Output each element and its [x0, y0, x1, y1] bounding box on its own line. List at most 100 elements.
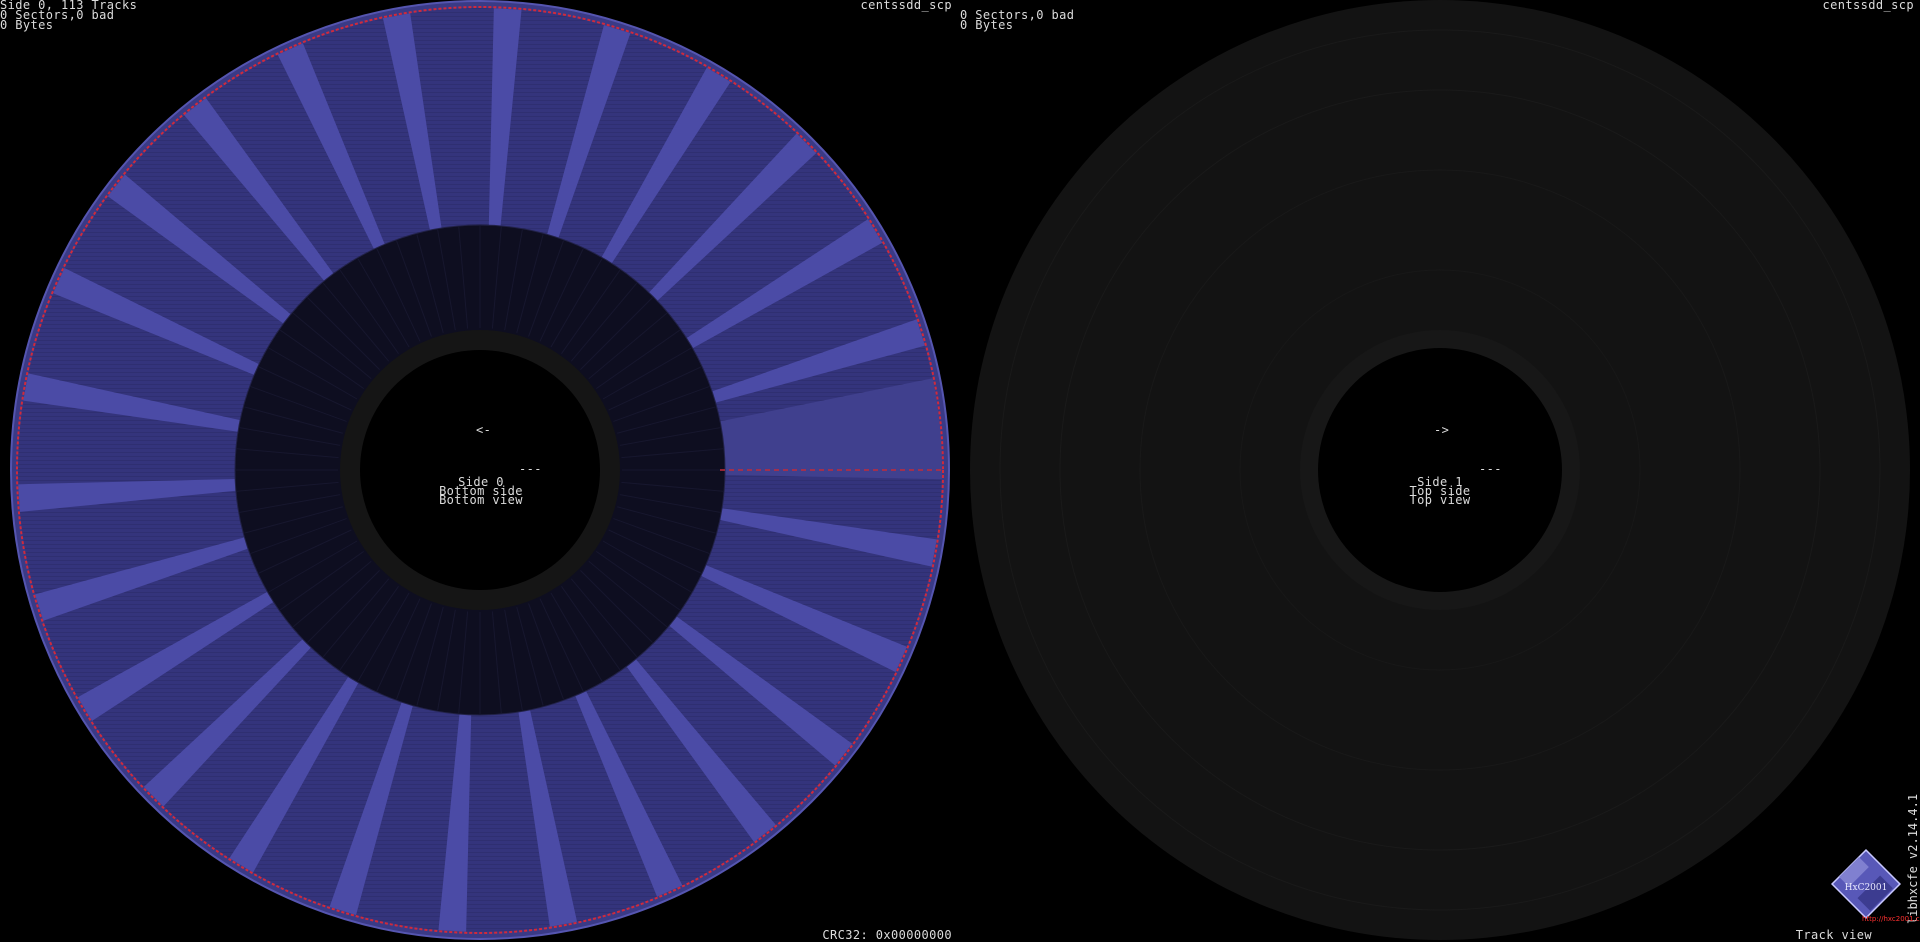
- view-mode-button[interactable]: Track view: [1795, 928, 1872, 942]
- inner-tick: [608, 529, 702, 574]
- inner-tick: [396, 240, 432, 337]
- inner-tick: [596, 329, 681, 389]
- inner-tick: [528, 603, 564, 700]
- disc-side-1[interactable]: [970, 0, 1910, 940]
- inner-tick: [239, 494, 341, 513]
- inner-tick: [588, 312, 668, 380]
- inner-tick: [307, 570, 380, 643]
- inner-tick: [244, 506, 343, 534]
- inner-tick: [516, 607, 544, 706]
- inner-tick: [539, 248, 584, 342]
- website-link[interactable]: http://hxc2001.com: [1862, 915, 1920, 923]
- right-filename: centssdd_scp: [1822, 0, 1914, 12]
- sector-spoke: [518, 709, 578, 927]
- disc-side-0[interactable]: [10, 0, 950, 940]
- sector-info: 0 Sectors,0 bad: [0, 8, 115, 22]
- inner-tick: [619, 494, 721, 513]
- right-bytes-info: 0 Bytes: [960, 18, 1014, 32]
- left-dash: ---: [519, 462, 542, 476]
- inner-tick: [621, 481, 724, 492]
- inner-tick: [608, 366, 702, 411]
- inner-tick: [322, 282, 390, 362]
- inner-tick: [292, 312, 372, 380]
- inner-tick: [528, 240, 564, 337]
- inner-tick: [504, 609, 523, 711]
- sector-spokes: [18, 8, 942, 932]
- crc-value: CRC32: 0x00000000: [822, 928, 952, 942]
- sector-spoke: [329, 702, 413, 916]
- sector-spoke: [601, 67, 731, 264]
- sector-spoke: [107, 174, 291, 324]
- inner-tick: [561, 586, 621, 671]
- inner-tick: [258, 366, 352, 411]
- right-dash: ---: [1479, 462, 1502, 476]
- inner-tick: [550, 592, 603, 682]
- inner-tick: [458, 611, 469, 714]
- sector-spoke: [712, 319, 925, 403]
- right-sector-info: 0 Sectors,0 bad: [960, 8, 1075, 22]
- inner-tick: [250, 518, 347, 554]
- sector-spoke: [547, 24, 631, 238]
- inner-tick: [617, 506, 716, 534]
- inner-tick: [621, 448, 724, 459]
- sector-spoke: [686, 219, 883, 349]
- sector-spoke: [143, 639, 312, 807]
- inner-tick: [458, 226, 469, 329]
- inner-tick: [279, 551, 364, 611]
- right-side-label: Side 1: [1417, 475, 1463, 489]
- inner-tick: [570, 578, 638, 658]
- inner-tick: [580, 570, 653, 643]
- inner-tick: [619, 427, 721, 446]
- sector-spoke: [575, 690, 683, 897]
- sector-spoke: [382, 13, 442, 231]
- inner-tick: [322, 578, 390, 658]
- left-direction-arrow: <-: [476, 423, 492, 437]
- sector-spoke: [23, 373, 241, 432]
- sector-spoke: [35, 537, 248, 621]
- inner-tick: [416, 607, 444, 706]
- inner-tick: [236, 448, 339, 459]
- inner-tick: [516, 234, 544, 333]
- inner-tick: [376, 598, 421, 692]
- inner-tick: [339, 269, 399, 354]
- inner-tick: [396, 603, 432, 700]
- inner-tick: [491, 226, 502, 329]
- sector-spoke: [18, 479, 236, 512]
- sector-spoke: [700, 565, 907, 672]
- inner-tick: [561, 269, 621, 354]
- inner-tick: [437, 609, 456, 711]
- inner-tick: [491, 611, 502, 714]
- track-count-info: Side 0, 113 Tracks: [0, 0, 138, 12]
- highlighted-sector: [720, 378, 942, 480]
- sector-spoke: [719, 508, 937, 567]
- hxc-logo: [1830, 848, 1902, 920]
- sector-spoke: [438, 714, 472, 932]
- inner-tick: [279, 329, 364, 389]
- inner-tick: [602, 540, 692, 593]
- inner-tick: [250, 386, 347, 422]
- inner-tick: [570, 282, 638, 362]
- inner-tick: [357, 258, 410, 348]
- inner-tick: [596, 551, 681, 611]
- inner-tick: [602, 347, 692, 400]
- left-side-label: Side 0: [458, 475, 504, 489]
- inner-tick: [339, 586, 399, 671]
- right-direction-arrow: ->: [1434, 423, 1450, 437]
- bytes-info: 0 Bytes: [0, 18, 54, 32]
- inner-tick: [580, 297, 653, 370]
- inner-tick: [416, 234, 444, 333]
- sector-spoke: [77, 591, 274, 721]
- inner-tick: [292, 560, 372, 628]
- sector-spoke: [648, 133, 817, 301]
- left-view-name: Bottom view: [439, 493, 523, 507]
- right-view-name: Top view: [1409, 493, 1471, 507]
- inner-tick: [613, 518, 710, 554]
- sector-spoke: [184, 98, 334, 281]
- inner-tick: [550, 258, 603, 348]
- sector-spoke: [626, 659, 776, 842]
- inner-tick: [437, 229, 456, 331]
- inner-tick: [376, 248, 421, 342]
- logo-text: HxC2001: [1845, 883, 1888, 893]
- left-filename: centssdd_scp: [860, 0, 952, 12]
